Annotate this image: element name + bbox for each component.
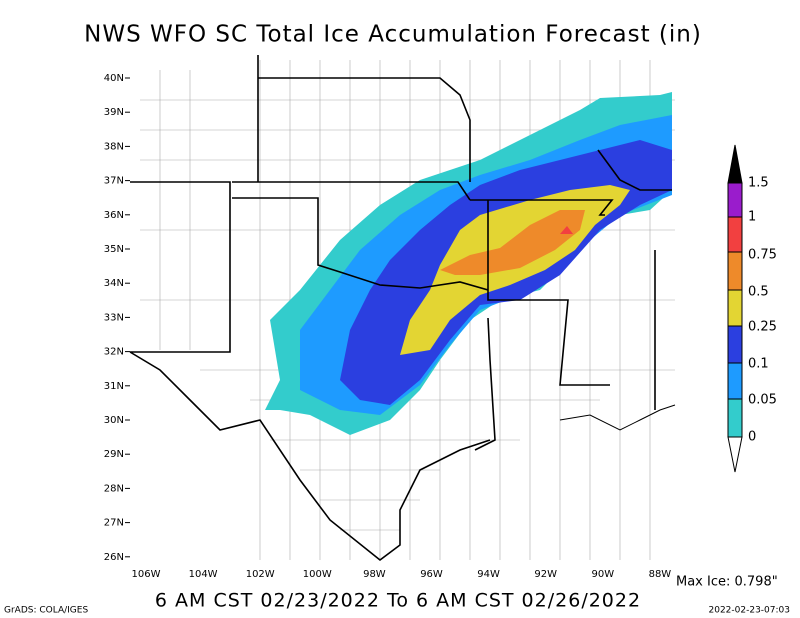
- coastline: [559, 404, 676, 431]
- colorbar-box: [727, 398, 743, 438]
- title: NWS WFO SC Total Ice Accumulation Foreca…: [84, 22, 702, 48]
- ice-075-band: [560, 226, 573, 234]
- longitude-label: 100W: [303, 569, 332, 580]
- legend-label: 0.05: [748, 393, 777, 408]
- colorbar-top: [727, 144, 743, 184]
- colorbar-box: [727, 289, 743, 327]
- longitude-label: 90W: [591, 569, 614, 580]
- latitude-label: 35N: [104, 244, 124, 255]
- longitude-label: 104W: [189, 569, 218, 580]
- latitude-axis: 40N 39N 38N 37N 36N 35N 34N 33N 32N 31N 30N 29N 28N 2…: [104, 73, 130, 563]
- latitude-label: 39N: [104, 107, 124, 118]
- timestamp: 2022-02-23-07:03: [709, 606, 791, 616]
- latitude-label: 31N: [104, 381, 124, 392]
- longitude-label: 94W: [477, 569, 500, 580]
- legend-label: 0.5: [748, 285, 769, 300]
- ice-05-band: [440, 210, 585, 275]
- colorbar-box: [727, 325, 743, 364]
- longitude-label: 98W: [363, 569, 386, 580]
- latitude-label: 38N: [104, 141, 124, 152]
- latitude-label: 40N: [104, 73, 124, 84]
- longitude-label: 88W: [649, 569, 672, 580]
- credit: GrADS: COLA/IGES: [4, 606, 88, 616]
- state-borders: [129, 55, 672, 562]
- latitude-label: 26N: [104, 552, 124, 563]
- colorbar-box: [727, 362, 743, 400]
- latitude-label: 30N: [104, 415, 124, 426]
- colorbar-bottom: [727, 436, 743, 473]
- latitude-label: 37N: [104, 176, 124, 187]
- colorbar: 1.5 1 0.75 0.5 0.25 0.1 0.05 0: [727, 144, 777, 473]
- longitude-label: 92W: [534, 569, 557, 580]
- legend-label: 0.25: [748, 320, 777, 335]
- latitude-label: 27N: [104, 518, 124, 529]
- longitude-label: 96W: [420, 569, 443, 580]
- colorbar-box: [727, 182, 743, 218]
- legend-label: 0.75: [748, 248, 777, 263]
- legend-label: 0.1: [748, 357, 769, 372]
- legend-label: 1.5: [748, 176, 769, 191]
- latitude-label: 32N: [104, 347, 124, 358]
- colorbar-box: [727, 251, 743, 291]
- longitude-axis: 106W 104W 102W 100W 98W 96W 94W 92W 90W 88W: [132, 569, 672, 580]
- latitude-label: 36N: [104, 210, 124, 221]
- latitude-label: 34N: [104, 278, 124, 289]
- valid-period: 6 AM CST 02/23/2022 To 6 AM CST 02/26/20…: [155, 590, 641, 612]
- latitude-label: 29N: [104, 449, 124, 460]
- max-ice: Max Ice: 0.798": [676, 575, 778, 590]
- longitude-label: 102W: [246, 569, 275, 580]
- latitude-label: 33N: [104, 312, 124, 323]
- latitude-label: 28N: [104, 483, 124, 494]
- map: [129, 55, 676, 565]
- colorbar-box: [727, 216, 743, 253]
- legend-label: 0: [748, 430, 756, 445]
- legend-label: 1: [748, 210, 756, 225]
- longitude-label: 106W: [132, 569, 161, 580]
